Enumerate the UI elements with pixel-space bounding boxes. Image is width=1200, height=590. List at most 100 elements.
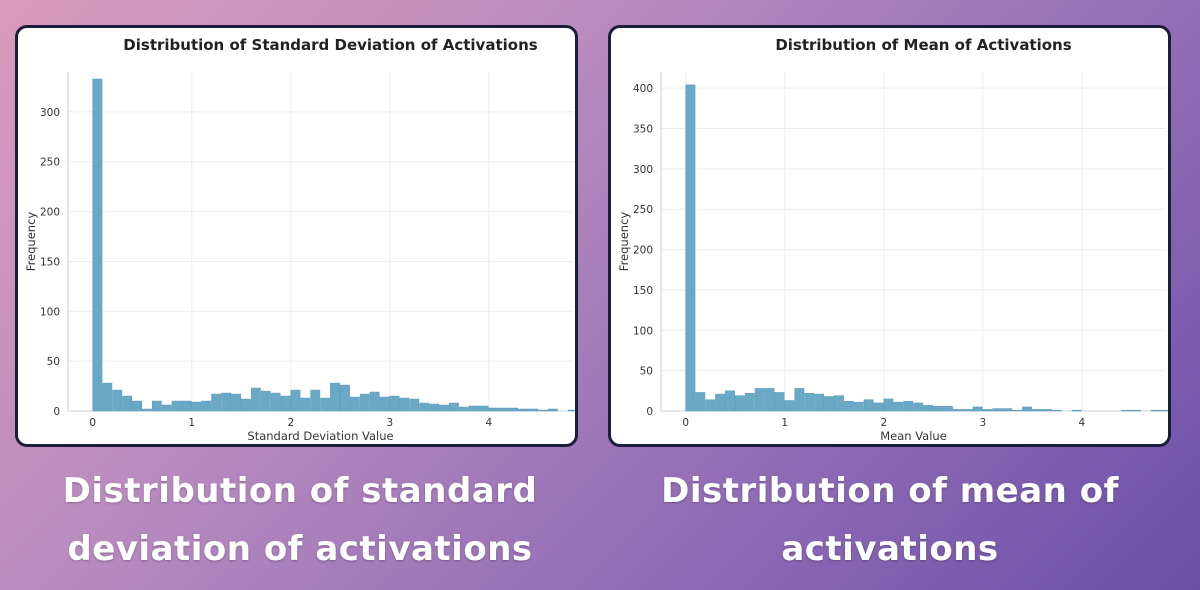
mean-histogram-bar bbox=[992, 408, 1003, 412]
mean-histogram-bar bbox=[1012, 409, 1023, 412]
std-x-axis-label: Standard Deviation Value bbox=[247, 429, 393, 443]
mean-histogram-bar bbox=[923, 405, 933, 412]
mean-x-tick-label: 4 bbox=[1078, 417, 1085, 429]
mean-histogram-bar bbox=[972, 406, 983, 412]
std-histogram-bar bbox=[270, 392, 281, 412]
mean-y-tick-label: 0 bbox=[646, 406, 653, 418]
mean-y-tick-label: 50 bbox=[640, 366, 653, 378]
mean-histogram-bar bbox=[1002, 408, 1013, 412]
mean-histogram-bar bbox=[1051, 409, 1062, 412]
mean-histogram-bar bbox=[685, 84, 696, 412]
mean-histogram-bar bbox=[824, 396, 834, 412]
std-histogram-bar bbox=[250, 387, 261, 412]
mean-histogram-bar bbox=[735, 395, 745, 412]
mean-histogram-bar bbox=[715, 393, 726, 412]
mean-histogram-bar bbox=[695, 392, 706, 412]
std-histogram-bar bbox=[409, 398, 420, 412]
std-y-tick-label: 200 bbox=[40, 207, 60, 219]
std-histogram-bar bbox=[547, 408, 558, 412]
std-histogram-bar bbox=[280, 395, 291, 412]
mean-histogram-bar bbox=[744, 392, 755, 412]
mean-histogram-bar bbox=[933, 405, 943, 412]
std-histogram-bar bbox=[102, 382, 113, 412]
std-histogram-bar bbox=[369, 391, 380, 412]
mean-histogram-bar bbox=[794, 388, 805, 412]
mean-caption: Distribution of mean of activations bbox=[600, 462, 1180, 578]
std-histogram-bar bbox=[151, 400, 162, 412]
mean-histogram-bar bbox=[784, 400, 795, 412]
mean-x-tick-label: 2 bbox=[880, 417, 887, 429]
mean-y-tick-label: 200 bbox=[633, 245, 653, 257]
std-histogram-bar bbox=[112, 389, 123, 412]
std-histogram-bar bbox=[161, 404, 172, 412]
std-histogram-bar bbox=[171, 400, 182, 412]
std-chart-title: Distribution of Standard Deviation of Ac… bbox=[123, 36, 537, 54]
mean-histogram-bar bbox=[962, 409, 973, 412]
std-histogram-bar bbox=[518, 408, 529, 412]
std-x-tick-label: 1 bbox=[188, 417, 195, 429]
std-y-tick-label: 300 bbox=[40, 107, 60, 119]
mean-histogram-bar bbox=[1041, 409, 1052, 412]
mean-caption-line-1: Distribution of mean of bbox=[661, 471, 1119, 511]
std-y-tick-label: 250 bbox=[40, 157, 60, 169]
std-histogram-bar bbox=[379, 396, 390, 412]
mean-histogram-bar bbox=[774, 392, 785, 412]
std-histogram-bar bbox=[191, 401, 202, 412]
std-histogram-bar bbox=[221, 392, 232, 412]
std-x-tick-label: 4 bbox=[485, 417, 492, 429]
std-histogram-bar bbox=[241, 398, 251, 412]
mean-histogram-bar bbox=[982, 409, 993, 412]
std-caption: Distribution of standard deviation of ac… bbox=[0, 462, 600, 578]
std-histogram-bar bbox=[92, 78, 103, 412]
std-histogram-bar bbox=[429, 403, 439, 412]
mean-x-tick-label: 1 bbox=[781, 417, 788, 429]
mean-y-tick-label: 100 bbox=[633, 325, 653, 337]
mean-y-tick-label: 150 bbox=[633, 285, 653, 297]
std-histogram-bar bbox=[399, 397, 410, 412]
std-histogram-bar bbox=[528, 408, 538, 412]
mean-x-tick-label: 3 bbox=[979, 417, 986, 429]
std-histogram-bar bbox=[201, 400, 212, 412]
std-histogram-bar bbox=[231, 393, 241, 412]
mean-histogram-chart: 0 50 100 150 200 250 300 350 400 0 1 2 3 4 Distributio… bbox=[617, 36, 1168, 443]
mean-histogram-bar bbox=[1032, 409, 1042, 412]
mean-histogram-bar bbox=[913, 402, 924, 412]
mean-histogram-bar bbox=[863, 399, 874, 412]
std-x-tick-label: 0 bbox=[89, 417, 96, 429]
mean-chart-title: Distribution of Mean of Activations bbox=[775, 36, 1071, 54]
std-histogram-bar bbox=[320, 397, 331, 412]
mean-histogram-bar bbox=[804, 392, 815, 412]
mean-caption-line-2: activations bbox=[781, 529, 999, 569]
std-histogram-bar bbox=[468, 405, 479, 412]
std-y-tick-label: 150 bbox=[40, 256, 60, 268]
mean-y-axis-label: Frequency bbox=[617, 212, 631, 272]
mean-histogram-bar bbox=[942, 405, 953, 412]
std-histogram-bar bbox=[290, 389, 301, 412]
mean-y-tick-label: 250 bbox=[633, 204, 653, 216]
mean-histogram-bar bbox=[1022, 406, 1032, 412]
mean-histogram-bar bbox=[764, 388, 775, 412]
std-histogram-bar bbox=[181, 400, 192, 412]
std-histogram-bar bbox=[478, 405, 489, 412]
std-chart-panel: 0 50 100 150 200 250 300 0 1 2 3 4 Distribution of S… bbox=[15, 25, 578, 447]
std-histogram-bar bbox=[508, 407, 519, 412]
mean-histogram-bar bbox=[1150, 409, 1161, 412]
std-histogram-bar bbox=[300, 397, 311, 412]
mean-histogram-bar bbox=[814, 393, 825, 412]
std-y-axis-label: Frequency bbox=[24, 212, 38, 272]
mean-y-tick-label: 300 bbox=[633, 164, 653, 176]
mean-histogram-bar bbox=[883, 398, 894, 412]
mean-histogram-bar bbox=[1071, 409, 1082, 412]
mean-histogram-bar bbox=[903, 401, 914, 412]
std-histogram-bar bbox=[389, 395, 400, 412]
mean-histogram-bar bbox=[754, 388, 765, 412]
std-y-tick-label: 50 bbox=[47, 356, 60, 368]
std-histogram-bar bbox=[488, 407, 499, 412]
std-histogram-bar bbox=[359, 393, 370, 412]
std-histogram-bar bbox=[439, 404, 449, 412]
std-histogram-bar bbox=[458, 406, 469, 412]
std-histogram-bar bbox=[260, 390, 271, 412]
std-histogram-bar bbox=[419, 402, 430, 412]
std-histogram-bar bbox=[538, 409, 548, 412]
mean-histogram-bar bbox=[1160, 409, 1168, 412]
